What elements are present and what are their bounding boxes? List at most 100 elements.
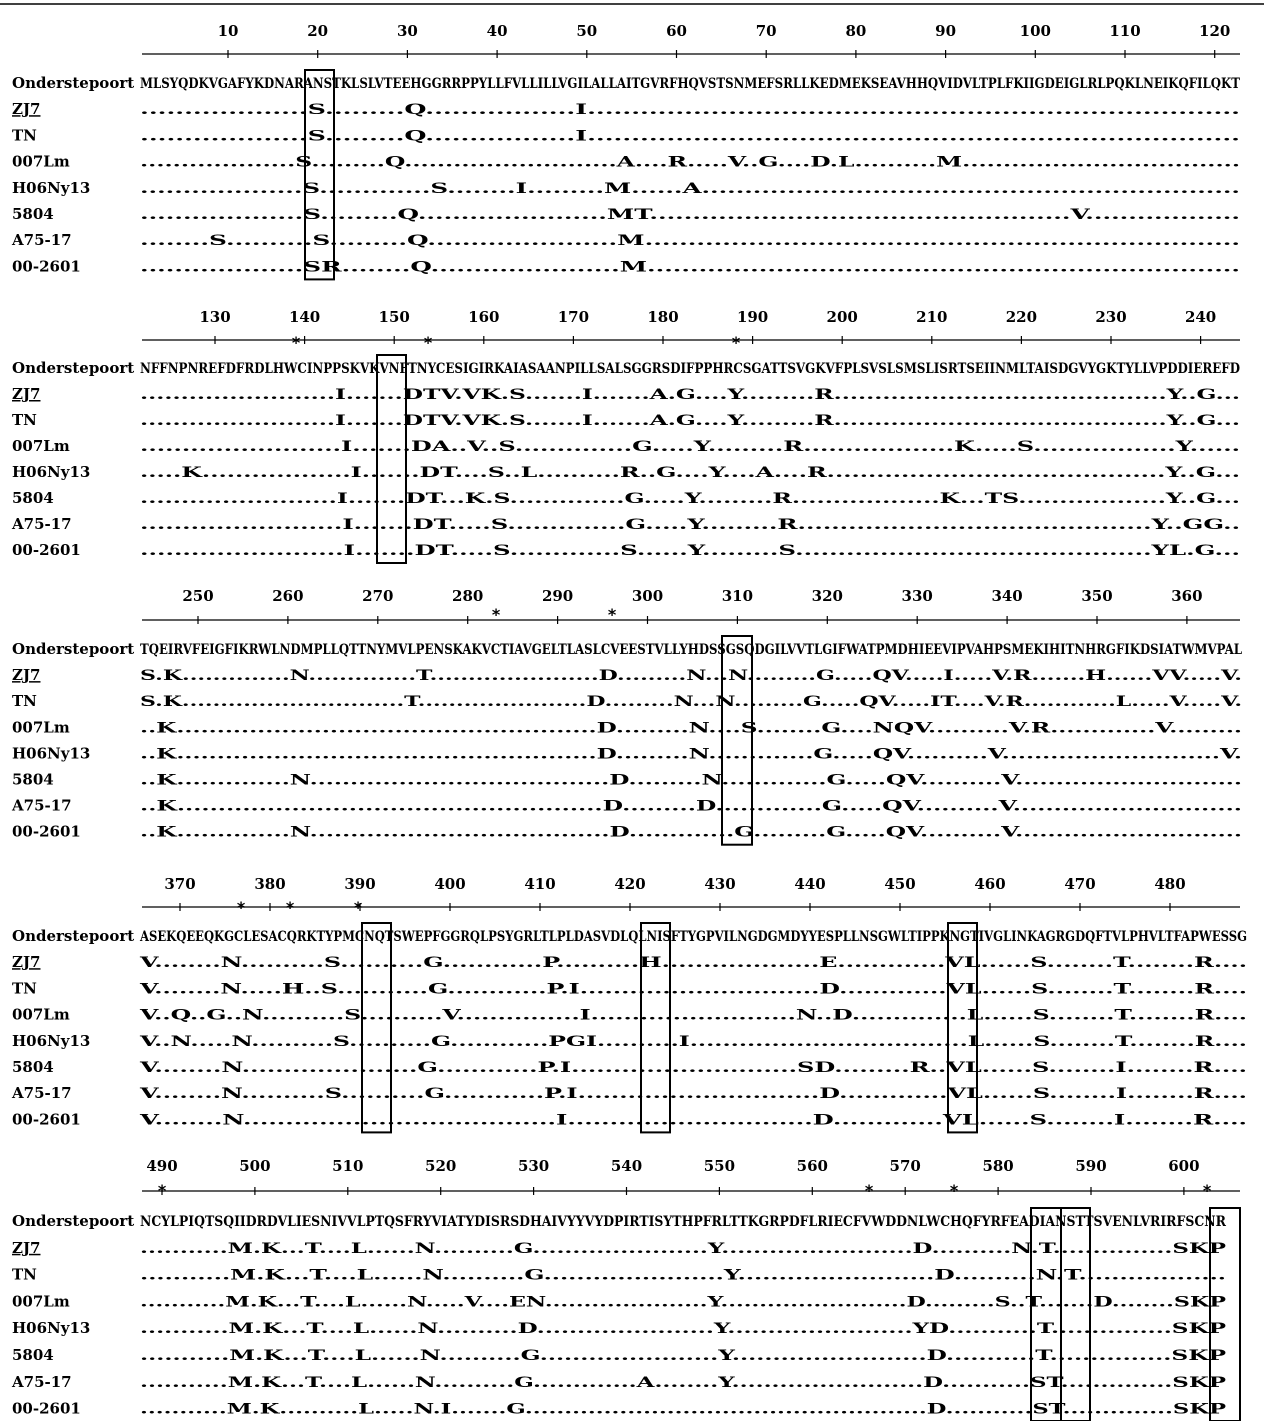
strain-label: A75-17 [11,797,72,815]
ruler-position-number: 180 [647,308,678,326]
ruler-position-number: 300 [632,587,663,605]
strain-label: A75-17 [11,1084,72,1102]
strain-sequence: V........N..........S..........G........… [138,1086,1247,1102]
strain-label: ZJ7 [12,385,40,403]
ruler-position-number: 30 [397,22,418,40]
strain-label: 007Lm [12,153,70,171]
strain-label: 00-2601 [12,1400,81,1418]
strain-sequence: ...................S.........Q..........… [140,207,1240,223]
strain-label: ZJ7 [12,100,40,118]
strain-sequence: ........................I.......DT...K.S… [140,491,1240,507]
ruler-position-number: 90 [935,22,956,40]
strain-sequence: V........N..........S..........G........… [138,955,1247,971]
strain-label: 5804 [12,771,54,789]
ruler-position-number: 100 [1020,22,1051,40]
strain-label: TN [12,126,37,144]
strain-sequence: ..K..............N......................… [140,773,1242,789]
strain-sequence: V........N..............................… [138,1112,1247,1128]
ruler-position-number: 150 [379,308,410,326]
ruler-position-number: 420 [614,875,645,893]
strain-label: 5804 [12,489,54,507]
strain-label: 007Lm [12,1006,70,1024]
ruler-position-number: 230 [1095,308,1126,326]
reference-strain-label: Onderstepoort [12,74,134,92]
strain-sequence: ...................S.........Q..........… [140,102,1240,118]
variable-site-star: * [292,333,301,352]
ruler-position-number: 160 [468,308,499,326]
reference-strain-label: Onderstepoort [12,927,134,945]
strain-label: H06Ny13 [12,1319,90,1337]
variable-site-star: * [237,898,246,917]
ruler-position-number: 540 [611,1157,642,1175]
ruler-position-number: 350 [1081,587,1112,605]
ruler-position-number: 340 [991,587,1022,605]
ruler-position-number: 200 [827,308,858,326]
ruler-position-number: 410 [524,875,555,893]
reference-sequence: NFFNPNREFDFRDLHWCINPPSKVKVNFTNYCESIGIRKA… [140,361,1240,377]
variable-site-star: * [492,605,501,624]
strain-label: TN [12,411,37,429]
ruler-position-number: 390 [344,875,375,893]
ruler-position-number: 500 [239,1157,270,1175]
reference-sequence: NCYLPIQTSQIIDRDVLIESNIVVLPTQSFRYVIATYDIS… [140,1214,1227,1230]
ruler-position-number: 210 [916,308,947,326]
ruler-position-number: 370 [164,875,195,893]
strain-label: ZJ7 [12,1239,40,1257]
strain-sequence: ........................I.......DTV.VK.S… [140,413,1240,429]
strain-label: ZJ7 [12,953,40,971]
ruler-position-number: 80 [845,22,866,40]
strain-sequence: ..K.....................................… [140,746,1242,762]
variable-site-star: * [732,333,741,352]
ruler-position-number: 520 [425,1157,456,1175]
strain-label: 5804 [12,1058,54,1076]
ruler-position-number: 140 [289,308,320,326]
strain-sequence: ...........M.K...T....L......N.....V....… [140,1294,1226,1310]
strain-label: H06Ny13 [12,1032,90,1050]
strain-sequence: V........N.....H..S...........G.........… [138,981,1247,997]
reference-sequence: MLSYQDKVGAFYKDNARANSTKLSLVTEEHGGRRPPYLLF… [140,76,1240,92]
reference-strain-label: Onderstepoort [12,359,134,377]
strain-sequence: ........................I.......DT.....S… [140,543,1240,559]
ruler-position-number: 580 [982,1157,1013,1175]
strain-label: 007Lm [12,437,70,455]
ruler-position-number: 260 [272,587,303,605]
ruler-position-number: 280 [452,587,483,605]
site-highlight-box [304,69,335,281]
strain-label: 00-2601 [12,257,81,275]
strain-label: 5804 [12,205,54,223]
strain-label: H06Ny13 [12,179,90,197]
ruler-position-number: 590 [1075,1157,1106,1175]
ruler-position-number: 170 [558,308,589,326]
strain-sequence: S.K..............N..............T.......… [140,668,1242,684]
strain-label: TN [12,979,37,997]
ruler-position-number: 10 [218,22,239,40]
site-highlight-box [721,635,753,846]
strain-sequence: S.K.............................T.......… [140,694,1242,710]
strain-sequence: ........................I.......DT.....S… [140,517,1240,533]
ruler-position-number: 440 [794,875,825,893]
strain-label: 00-2601 [12,1110,81,1128]
ruler-position-number: 400 [434,875,465,893]
reference-sequence: TQEIRVFEIGFIKRWLNDMPLLQTTNYMVLPENSKAKVCT… [140,642,1242,658]
strain-sequence: ..K.....................................… [140,720,1242,736]
strain-label: A75-17 [11,515,72,533]
ruler-position-number: 570 [890,1157,921,1175]
strain-label: A75-17 [11,1373,72,1391]
ruler-position-number: 550 [704,1157,735,1175]
ruler-position-number: 190 [737,308,768,326]
strain-sequence: ...........M.K..........L.....N.I.......… [140,1402,1226,1418]
ruler-position-number: 310 [722,587,753,605]
strain-label: 5804 [12,1346,54,1364]
ruler-position-number: 470 [1064,875,1095,893]
strain-sequence: ...........M.K...T....L......N..........… [140,1321,1226,1337]
ruler-position-number: 240 [1185,308,1216,326]
strain-label: 00-2601 [12,541,81,559]
strain-sequence: ...........M.K...T....L......N..........… [140,1375,1226,1391]
ruler-position-number: 330 [902,587,933,605]
strain-sequence: V..N.....N..........S..........G........… [138,1034,1247,1050]
strain-sequence: V........N.....................G........… [138,1060,1247,1076]
strain-sequence: ...........M.K...T....L......N..........… [140,1241,1226,1257]
reference-sequence: ASEKQEEQKGCLESACQRKTYPMCNQTSWEPFGGRQLPSY… [139,929,1247,945]
